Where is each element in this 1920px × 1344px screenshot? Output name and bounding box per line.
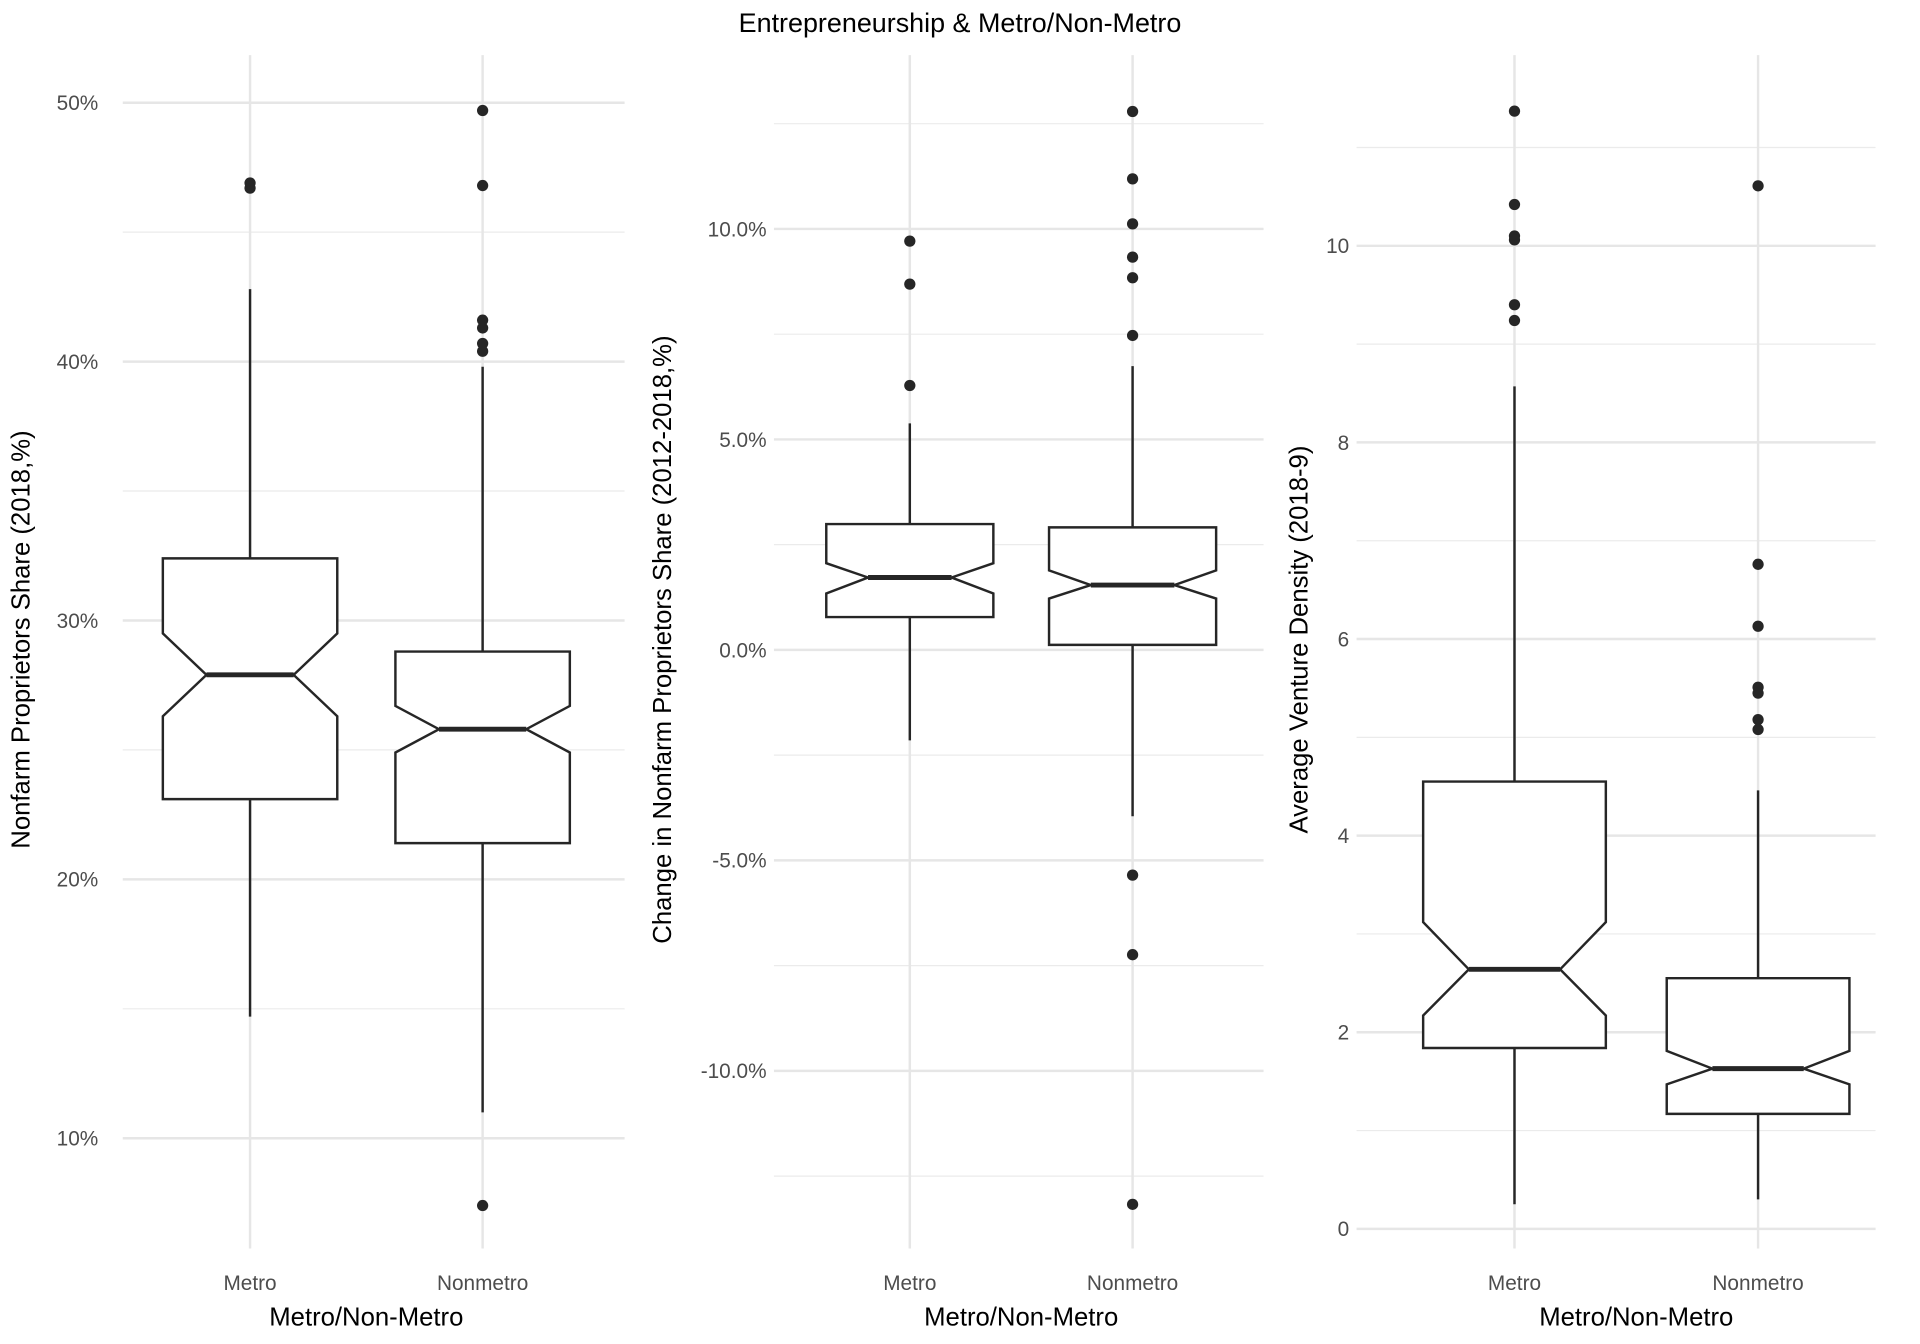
outlier-point [1126, 105, 1139, 118]
panel-2: -10.0% -5.0% 0.0% 5.0% 10.0% Metro Nonmetro Met… [649, 55, 1264, 1332]
y-tick-label: 10.0% [708, 218, 767, 241]
y-axis-title: Average Venture Density (2018-9) [1286, 446, 1314, 834]
y-tick-label: -5.0% [712, 850, 766, 873]
notched-box [1665, 976, 1851, 1116]
x-tick-label: Nonmetro [1087, 1272, 1178, 1295]
y-tick-label: 0.0% [719, 639, 766, 662]
x-axis-title: Metro/Non-Metro [924, 1304, 1118, 1332]
outlier-point [1126, 869, 1139, 881]
outlier-point [1126, 949, 1139, 961]
notched-box [1421, 780, 1608, 1050]
outlier-point [476, 345, 489, 357]
y-tick-label: 6 [1338, 628, 1350, 651]
y-tick-label: 20% [57, 869, 99, 892]
chart-title: Entrepreneurship & Metro/Non-Metro [739, 8, 1182, 38]
outlier-point [476, 322, 489, 334]
outlier-point [1752, 714, 1764, 726]
y-tick-label: 10 [1326, 235, 1349, 258]
box-metro [1421, 105, 1608, 1205]
notched-box [825, 522, 995, 619]
outlier-point [1126, 218, 1139, 230]
box-nonmetro [1047, 105, 1218, 1210]
y-tick-label: 40% [57, 351, 99, 374]
y-tick-label: 10% [57, 1128, 99, 1151]
box-nonmetro [1665, 180, 1851, 1200]
outlier-point [1126, 251, 1139, 263]
outlier-point [476, 337, 489, 350]
outlier-point [1126, 272, 1139, 284]
y-axis-title: Change in Nonfarm Proprietors Share (201… [649, 335, 677, 943]
outlier-point [1508, 234, 1521, 246]
y-tick-label: 8 [1338, 432, 1350, 455]
x-tick-label: Metro [223, 1272, 276, 1295]
y-tick-label: -10.0% [701, 1060, 767, 1083]
y-tick-label: 0 [1338, 1218, 1350, 1241]
outlier-point [1508, 198, 1521, 211]
y-axis-title: Nonfarm Proprietors Share (2018,%) [8, 430, 36, 848]
box-metro [161, 177, 339, 1017]
outlier-point [904, 278, 916, 290]
outlier-point [1508, 299, 1521, 311]
outlier-point [1508, 314, 1521, 327]
panel-3: 0 2 4 6 8 10 Metro Nonmetro Metro/Non-Metro Avera… [1286, 55, 1876, 1332]
x-tick-label: Nonmetro [1712, 1272, 1803, 1295]
notched-box [394, 650, 572, 845]
box-nonmetro [394, 104, 572, 1212]
outlier-point [1508, 105, 1521, 117]
y-tick-label: 50% [57, 92, 99, 115]
y-tick-label: 5.0% [719, 429, 766, 452]
outlier-point [244, 182, 256, 194]
x-axis-title: Metro/Non-Metro [1539, 1304, 1733, 1332]
outlier-point [1752, 687, 1764, 699]
x-tick-label: Metro [883, 1272, 936, 1295]
y-tick-label: 30% [57, 610, 99, 633]
outlier-point [1126, 329, 1139, 342]
x-axis-title: Metro/Non-Metro [269, 1304, 463, 1332]
box-metro [825, 235, 995, 741]
outlier-point [1752, 558, 1764, 570]
outlier-point [1126, 1198, 1139, 1210]
outlier-point [476, 314, 489, 326]
notched-box [161, 557, 339, 801]
outlier-point [904, 235, 916, 247]
outlier-point [476, 179, 489, 192]
outlier-point [476, 104, 489, 117]
outlier-point [1752, 723, 1764, 736]
panel-1: 10% 20% 30% 40% 50% Metro Nonmetro Metro/Non-Me… [8, 55, 625, 1332]
y-tick-label: 2 [1338, 1022, 1350, 1045]
x-tick-label: Metro [1488, 1272, 1541, 1295]
outlier-point [904, 379, 916, 392]
outlier-point [1126, 173, 1139, 185]
outlier-point [1752, 620, 1764, 632]
outlier-point [1752, 180, 1764, 192]
outlier-point [476, 1199, 489, 1212]
y-tick-label: 4 [1338, 825, 1350, 848]
x-tick-label: Nonmetro [437, 1272, 528, 1295]
